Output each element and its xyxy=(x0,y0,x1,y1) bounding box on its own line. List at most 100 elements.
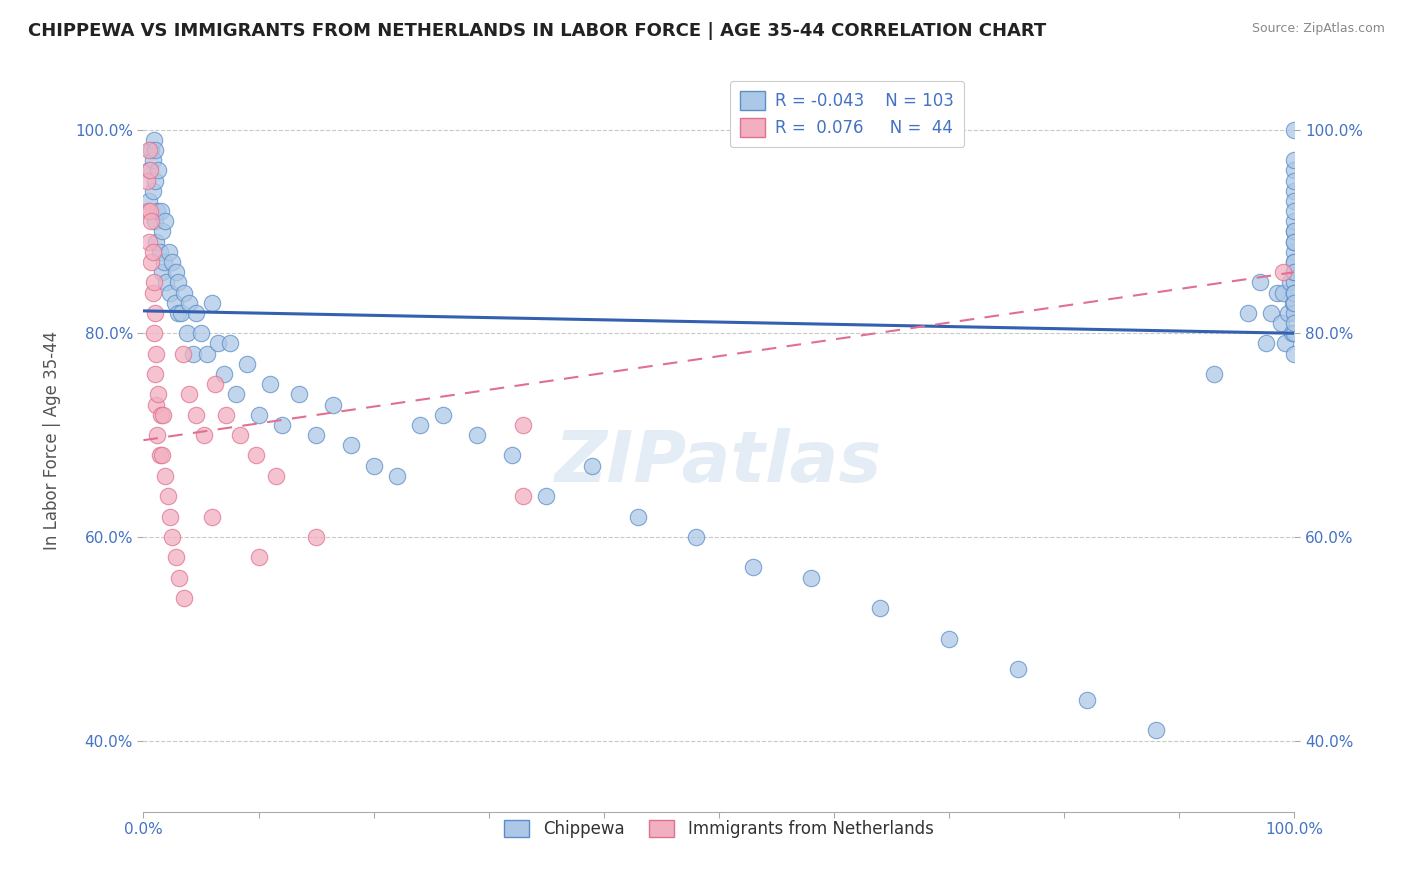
Point xyxy=(1284,235,1306,249)
Point xyxy=(170,306,193,320)
Point xyxy=(150,224,173,238)
Point xyxy=(173,285,195,300)
Point xyxy=(288,387,311,401)
Point xyxy=(1284,306,1306,320)
Point xyxy=(236,357,259,371)
Point xyxy=(146,428,169,442)
Point xyxy=(1278,276,1301,290)
Point xyxy=(155,468,177,483)
Point xyxy=(1271,285,1294,300)
Point xyxy=(1237,306,1260,320)
Point xyxy=(148,244,170,259)
Point xyxy=(150,449,173,463)
Point xyxy=(1284,265,1306,279)
Point xyxy=(148,387,170,401)
Point xyxy=(138,235,160,249)
Point xyxy=(159,285,181,300)
Point xyxy=(143,367,166,381)
Point xyxy=(150,265,173,279)
Point xyxy=(1284,214,1306,228)
Point xyxy=(1284,204,1306,219)
Point xyxy=(143,306,166,320)
Point xyxy=(179,387,201,401)
Point xyxy=(155,214,177,228)
Point xyxy=(141,255,163,269)
Point xyxy=(172,346,194,360)
Point xyxy=(143,143,166,157)
Point xyxy=(363,458,385,473)
Point xyxy=(186,306,208,320)
Point xyxy=(142,326,165,341)
Point xyxy=(218,336,240,351)
Point xyxy=(1284,163,1306,178)
Point xyxy=(204,377,226,392)
Legend: Chippewa, Immigrants from Netherlands: Chippewa, Immigrants from Netherlands xyxy=(498,813,941,845)
Point xyxy=(1284,224,1306,238)
Point xyxy=(264,468,287,483)
Point xyxy=(167,306,190,320)
Point xyxy=(322,398,344,412)
Point xyxy=(1284,295,1306,310)
Point xyxy=(259,377,281,392)
Point xyxy=(155,276,177,290)
Point xyxy=(225,387,247,401)
Point xyxy=(800,571,823,585)
Point xyxy=(176,326,198,341)
Point xyxy=(408,417,430,432)
Point xyxy=(1284,255,1306,269)
Point xyxy=(1284,235,1306,249)
Y-axis label: In Labor Force | Age 35-44: In Labor Force | Age 35-44 xyxy=(44,331,60,549)
Text: CHIPPEWA VS IMMIGRANTS FROM NETHERLANDS IN LABOR FORCE | AGE 35-44 CORRELATION C: CHIPPEWA VS IMMIGRANTS FROM NETHERLANDS … xyxy=(28,22,1046,40)
Point xyxy=(1284,194,1306,208)
Point xyxy=(1274,336,1296,351)
Point xyxy=(215,408,238,422)
Point xyxy=(1284,255,1306,269)
Point xyxy=(1270,316,1292,330)
Point xyxy=(1284,122,1306,136)
Point xyxy=(179,295,201,310)
Text: ZIPatlas: ZIPatlas xyxy=(555,428,883,497)
Point xyxy=(247,408,270,422)
Point xyxy=(193,428,215,442)
Point xyxy=(153,255,176,269)
Point xyxy=(142,276,165,290)
Point xyxy=(148,163,170,178)
Point xyxy=(138,163,160,178)
Point xyxy=(229,428,252,442)
Point xyxy=(207,336,229,351)
Point xyxy=(146,204,169,219)
Point xyxy=(165,550,187,565)
Point xyxy=(135,173,157,187)
Point xyxy=(1284,153,1306,168)
Point xyxy=(512,489,534,503)
Point xyxy=(145,346,167,360)
Point xyxy=(247,550,270,565)
Point xyxy=(1284,173,1306,187)
Point xyxy=(1271,265,1294,279)
Point xyxy=(145,398,167,412)
Point xyxy=(160,255,183,269)
Point xyxy=(212,367,235,381)
Point xyxy=(141,143,163,157)
Point xyxy=(305,530,328,544)
Point xyxy=(1284,276,1306,290)
Point xyxy=(685,530,707,544)
Point xyxy=(270,417,292,432)
Point xyxy=(186,408,208,422)
Point xyxy=(156,489,179,503)
Point xyxy=(1284,285,1306,300)
Point xyxy=(143,214,166,228)
Point xyxy=(159,509,181,524)
Point xyxy=(138,143,160,157)
Point xyxy=(167,276,190,290)
Point xyxy=(160,530,183,544)
Point xyxy=(245,449,267,463)
Point xyxy=(1284,326,1306,341)
Point xyxy=(149,408,172,422)
Point xyxy=(1007,662,1029,676)
Point xyxy=(190,326,212,341)
Point xyxy=(512,417,534,432)
Point xyxy=(181,346,204,360)
Point xyxy=(1277,306,1299,320)
Point xyxy=(136,204,159,219)
